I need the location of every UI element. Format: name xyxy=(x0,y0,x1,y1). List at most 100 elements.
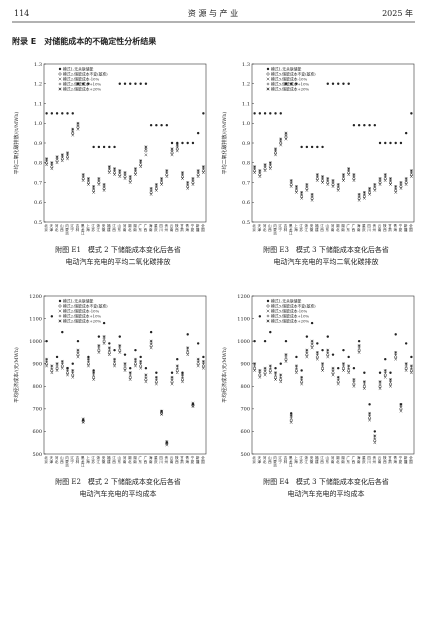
data-point xyxy=(134,360,137,363)
data-point xyxy=(263,112,267,115)
legend-marker xyxy=(58,72,62,76)
data-point xyxy=(55,362,59,366)
data-point xyxy=(155,371,158,374)
data-point xyxy=(321,145,324,149)
data-point xyxy=(55,355,59,359)
data-point xyxy=(191,182,195,186)
x-tick-label: 天津 xyxy=(257,456,262,464)
data-point xyxy=(202,112,205,115)
data-point xyxy=(336,375,340,379)
data-point xyxy=(155,124,158,127)
data-point xyxy=(336,182,340,186)
data-point xyxy=(60,159,64,163)
data-point xyxy=(129,82,132,85)
data-point xyxy=(389,141,392,145)
data-point xyxy=(331,373,335,377)
data-point xyxy=(368,124,371,127)
legend-marker xyxy=(58,67,62,71)
data-point xyxy=(71,362,74,365)
x-tick-label: 湖北 xyxy=(127,223,132,232)
data-point xyxy=(170,375,174,379)
x-tick-label: 海南 xyxy=(148,223,153,232)
y-tick-label: 1.2 xyxy=(242,82,250,88)
data-point xyxy=(389,380,392,384)
x-tick-label: 全国 xyxy=(408,223,413,232)
data-point xyxy=(394,350,398,354)
data-point xyxy=(253,364,256,368)
data-point xyxy=(50,369,54,372)
x-tick-label: 辽宁 xyxy=(70,455,75,464)
legend-marker xyxy=(58,304,62,308)
data-point xyxy=(389,177,392,181)
y-tick-label: 900 xyxy=(240,362,250,368)
data-point xyxy=(383,173,387,177)
data-point xyxy=(389,378,392,381)
data-point xyxy=(263,369,267,372)
data-point xyxy=(97,346,101,350)
data-point xyxy=(410,355,413,359)
data-point xyxy=(404,364,408,368)
data-point xyxy=(383,179,387,183)
data-point xyxy=(321,348,324,352)
data-point xyxy=(113,145,116,149)
data-point xyxy=(394,184,398,188)
data-point xyxy=(50,161,54,165)
data-point xyxy=(66,373,69,377)
x-tick-label: 陕西 xyxy=(382,223,387,232)
data-point xyxy=(45,357,49,361)
data-point xyxy=(404,362,408,366)
data-point xyxy=(289,414,293,418)
x-tick-label: 河南 xyxy=(122,223,127,232)
data-point xyxy=(60,364,64,368)
x-tick-label: 上海 xyxy=(293,455,298,464)
data-point xyxy=(154,188,158,192)
data-point xyxy=(50,112,54,115)
data-point xyxy=(97,344,101,348)
data-point xyxy=(108,145,111,149)
x-tick-label: 新疆 xyxy=(403,455,408,464)
data-point xyxy=(55,366,59,370)
x-tick-label: 江西 xyxy=(111,223,116,232)
data-point xyxy=(186,348,190,352)
data-point xyxy=(294,371,298,375)
legend-marker xyxy=(58,77,62,81)
x-tick-label: 吉林 xyxy=(283,223,288,232)
data-point xyxy=(50,167,54,171)
data-point xyxy=(263,371,267,375)
legend-marker xyxy=(58,82,62,86)
x-tick-label: 海南 xyxy=(148,455,153,464)
data-point xyxy=(362,387,366,391)
data-point xyxy=(123,362,127,366)
data-point xyxy=(196,131,200,135)
x-tick-label: 吉林 xyxy=(283,455,288,464)
legend-marker xyxy=(58,87,62,91)
data-point xyxy=(399,402,403,406)
y-tick-label: 1100 xyxy=(237,316,250,322)
data-point xyxy=(118,348,122,352)
data-point xyxy=(76,127,80,131)
data-point xyxy=(139,366,143,370)
data-point xyxy=(326,351,330,354)
data-point xyxy=(160,177,164,181)
data-point xyxy=(76,339,80,343)
x-tick-label: 浙江 xyxy=(304,455,309,464)
data-point xyxy=(170,378,174,381)
x-tick-label: 内蒙古 xyxy=(64,455,69,467)
data-point xyxy=(284,357,288,361)
data-point xyxy=(362,384,366,388)
y-tick-label: 0.5 xyxy=(242,220,250,226)
x-tick-label: 贵州 xyxy=(164,223,169,232)
data-point xyxy=(175,366,179,370)
legend-label: 模式2:储能成本+10% xyxy=(63,82,101,87)
data-point xyxy=(310,145,314,149)
x-tick-label: 重庆 xyxy=(361,455,366,464)
data-point xyxy=(347,173,351,177)
x-tick-label: 湖南 xyxy=(340,455,345,464)
data-point xyxy=(87,360,90,363)
data-point xyxy=(196,360,200,363)
y-tick-label: 1200 xyxy=(29,294,42,300)
data-point xyxy=(71,375,75,379)
y-tick-label: 1.0 xyxy=(242,121,250,127)
x-tick-label: 广西 xyxy=(351,455,356,464)
